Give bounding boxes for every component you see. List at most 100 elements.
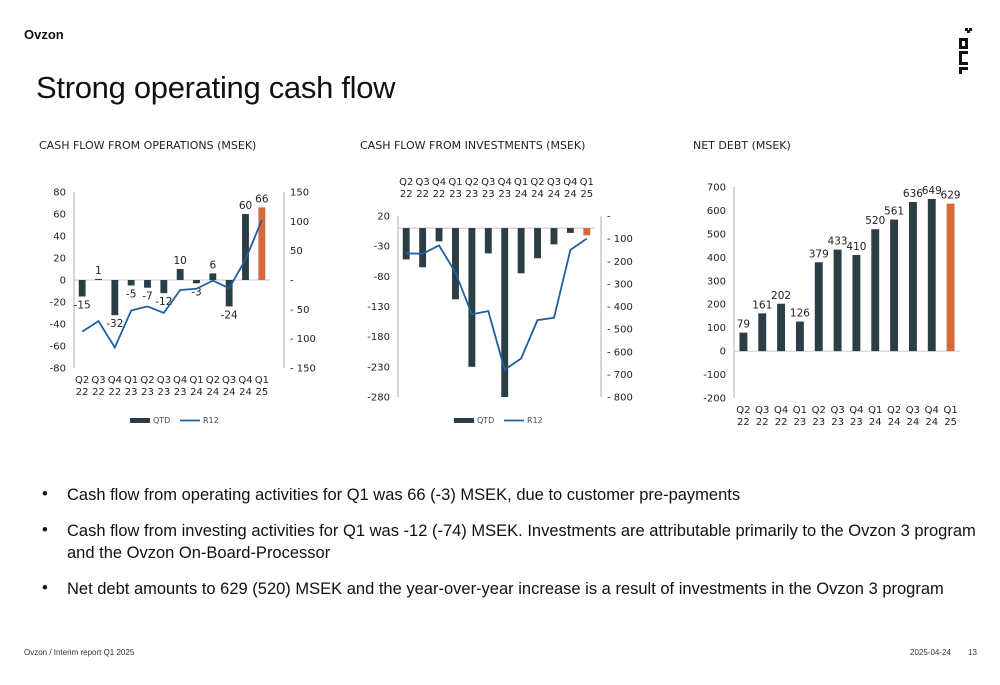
y-tick-label: 200 — [707, 300, 726, 311]
bar — [402, 228, 410, 260]
bar — [144, 280, 151, 288]
x-tick-label: 22 — [756, 417, 769, 428]
x-tick-label: Q1 — [124, 375, 138, 386]
chart-title-net-debt: NET DEBT (MSEK) — [693, 139, 791, 152]
y-tick-label: -60 — [50, 342, 66, 353]
data-label: -5 — [126, 289, 136, 301]
y-tick-label: 40 — [53, 232, 66, 243]
bar — [758, 313, 767, 352]
y2-tick-label: - — [607, 212, 611, 223]
x-tick-label: Q2 — [75, 375, 89, 386]
y2-tick-label: 100 — [290, 217, 309, 228]
y2-tick-label: - 50 — [290, 305, 310, 316]
bar — [111, 280, 119, 316]
data-label: 66 — [255, 193, 269, 205]
x-tick-label: 24 — [564, 189, 577, 200]
y-tick-label: 500 — [707, 229, 726, 240]
y-tick-label: 0 — [720, 347, 726, 358]
bar — [258, 207, 266, 280]
data-label: 6 — [209, 259, 216, 271]
y-tick-label: -130 — [367, 302, 390, 313]
legend-swatch-qtd — [130, 418, 150, 423]
x-tick-label: Q1 — [580, 177, 594, 188]
bar — [583, 228, 591, 236]
x-tick-label: Q2 — [140, 375, 154, 386]
y-tick-label: 0 — [60, 276, 66, 287]
data-label: 202 — [771, 290, 791, 302]
data-label: 126 — [790, 308, 810, 320]
y-tick-label: -200 — [703, 394, 726, 405]
x-tick-label: Q1 — [448, 177, 462, 188]
y2-tick-label: - — [290, 276, 294, 287]
y-tick-label: -230 — [367, 362, 390, 373]
data-label: 520 — [865, 215, 885, 227]
x-tick-label: 22 — [400, 189, 413, 200]
bar — [95, 278, 102, 280]
bullet-text: Cash flow from operating activities for … — [67, 486, 741, 504]
x-tick-label: Q1 — [514, 177, 528, 188]
y2-tick-label: - 500 — [607, 325, 633, 336]
data-label: -7 — [142, 291, 152, 303]
bar — [468, 228, 476, 367]
y-tick-label: 400 — [707, 253, 726, 264]
x-tick-label: 22 — [108, 387, 121, 398]
x-tick-label: 22 — [76, 387, 89, 398]
x-tick-label: 24 — [548, 189, 561, 200]
x-tick-label: Q1 — [189, 375, 203, 386]
legend-label: R12 — [527, 416, 543, 425]
bar — [890, 219, 899, 352]
x-tick-label: 23 — [125, 387, 138, 398]
y-tick-label: 700 — [707, 183, 726, 194]
x-tick-label: Q2 — [812, 405, 826, 416]
x-tick-label: Q4 — [498, 177, 512, 188]
bar — [795, 321, 804, 352]
y2-tick-label: - 800 — [607, 393, 633, 404]
x-tick-label: Q2 — [399, 177, 413, 188]
bar — [814, 262, 823, 352]
bullet-item: • Cash flow from operating activities for… — [42, 485, 741, 504]
bar — [946, 203, 955, 352]
y2-tick-label: - 150 — [290, 364, 316, 375]
x-tick-label: 22 — [92, 387, 105, 398]
y-tick-label: -180 — [367, 332, 390, 343]
bar — [852, 254, 861, 352]
bar — [550, 228, 558, 245]
data-label: 10 — [173, 255, 186, 267]
y2-tick-label: - 600 — [607, 347, 633, 358]
chart-title-operations: CASH FLOW FROM OPERATIONS (MSEK) — [39, 139, 257, 152]
y-tick-label: 300 — [707, 276, 726, 287]
y-tick-label: -80 — [374, 272, 390, 283]
y-tick-label: -30 — [374, 242, 390, 253]
legend-label: R12 — [203, 416, 219, 425]
x-tick-label: Q4 — [108, 375, 122, 386]
r12-line — [81, 219, 263, 350]
x-tick-label: Q4 — [173, 375, 187, 386]
bar — [160, 280, 168, 294]
data-label: 60 — [239, 200, 252, 212]
y-tick-label: 100 — [707, 323, 726, 334]
x-tick-label: Q3 — [547, 177, 561, 188]
bar — [193, 280, 200, 284]
data-label: -24 — [221, 309, 238, 321]
data-label: 379 — [809, 248, 829, 260]
x-tick-label: 23 — [157, 387, 170, 398]
y-tick-label: -40 — [50, 320, 66, 331]
bar — [501, 228, 509, 397]
bar — [908, 202, 917, 352]
x-tick-label: 24 — [223, 387, 236, 398]
x-tick-label: 24 — [515, 189, 528, 200]
ovzon-logo — [959, 28, 972, 74]
x-tick-label: Q3 — [416, 177, 430, 188]
chart-title-investments: CASH FLOW FROM INVESTMENTS (MSEK) — [360, 139, 586, 152]
bar — [127, 280, 135, 286]
y2-tick-label: - 700 — [607, 370, 633, 381]
y2-tick-label: - 100 — [290, 334, 316, 345]
legend-label: QTD — [477, 416, 494, 425]
y-tick-label: -20 — [50, 298, 66, 309]
y2-tick-label: 150 — [290, 188, 309, 199]
y2-tick-label: - 300 — [607, 279, 633, 290]
x-tick-label: Q1 — [255, 375, 269, 386]
y-tick-label: 20 — [377, 212, 390, 223]
bar — [242, 214, 249, 280]
data-label: 161 — [752, 299, 772, 311]
